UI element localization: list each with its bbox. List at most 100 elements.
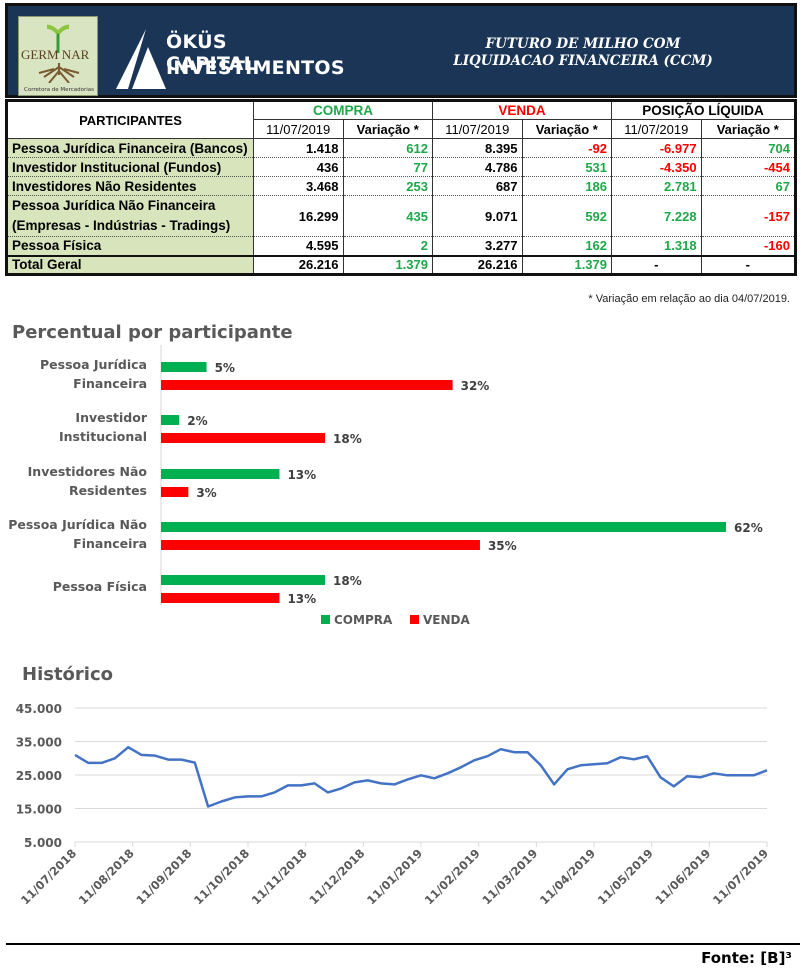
subheader-variacao: Variação * [342,119,433,139]
participant-name-line2: (Empresas - Indústrias - Tradings) [12,218,231,233]
cell-value: 3.468 [252,176,344,196]
okus-brand: ÖKÜS CAPITAL INVESTIMENTOS [116,21,345,91]
title-line1: FUTURO DE MILHO COM [485,36,681,52]
participant-name: Total Geral [6,255,254,275]
cell-variacao: 1.379 [521,255,613,275]
bar-venda [161,433,326,443]
cell-value: 1.318 [611,236,702,256]
roots-icon [38,63,80,83]
participant-name-line1: Pessoa Jurídica Não Financeira [12,198,216,213]
group-venda: VENDA [431,100,613,120]
category-label: Institucional [59,429,147,444]
cell-value: 26.216 [252,255,344,275]
participant-name: Pessoa Física [6,236,254,256]
table-row: Investidores Não Residentes 3.468 253 687 18… [6,176,797,196]
cell-variacao: 592 [521,195,613,237]
category-label: Pessoa Jurídica Não [8,517,147,532]
bar-compra [161,522,726,532]
participant-name: Investidor Institucional (Fundos) [6,157,254,177]
legend-venda-label: VENDA [423,613,470,627]
category-label: Pessoa Jurídica [40,357,147,372]
x-tick-label: 11/02/2019 [422,846,483,907]
category-label: Financeira [73,376,147,391]
table-row: Total Geral 26.216 1.379 26.216 1.379- - [6,255,797,275]
cell-variacao: - [700,255,797,275]
cell-value: 16.299 [252,195,344,237]
bar-chart-title: Percentual por participante [12,322,293,343]
history-series-line [74,745,768,808]
line-chart-title: Histórico [22,664,114,685]
y-tick-label: 45.000 [16,702,62,716]
logo-subtitle: Corretora de Mercadorias [24,87,94,93]
cell-variacao: 435 [342,195,433,237]
cell-value: 3.277 [431,236,523,256]
cell-value: 7.228 [611,195,702,237]
subheader-date: 11/07/2019 [431,119,523,139]
participant-name-line1: Pessoa Jurídica Financeira (Bancos) [12,140,248,156]
bar-venda [161,593,280,603]
cell-variacao: -454 [700,157,797,177]
cell-variacao: 704 [700,138,797,158]
bar-compra [161,469,280,479]
group-compra: COMPRA [252,100,433,120]
bar-data-label: 3% [196,486,216,500]
table-row: Pessoa Jurídica Financeira (Bancos) 1.418… [6,138,797,158]
table-row: Pessoa Jurídica Não Financeira (Empresas … [6,195,797,237]
group-posicao-liquida: POSIÇÃO LÍQUIDA [611,100,796,120]
percent-bar-chart: Pessoa Jurídica Financeira 5% 32% Investidor… [8,345,763,627]
bar-data-label: 35% [488,539,517,553]
triangle-logo-icon [116,29,166,89]
subheader-variacao: Variação * [700,119,797,139]
footer-divider [6,943,800,945]
cell-variacao: 253 [342,176,433,196]
cell-variacao: -157 [700,195,797,237]
x-tick-label: 11/07/2018 [18,846,79,907]
cell-value: - [611,255,702,275]
cell-value: -6.977 [611,138,702,158]
table-row: Investidor Institucional (Fundos) 436 77 4.… [6,157,797,177]
subheader-date: 11/07/2019 [611,119,702,139]
legend-venda-swatch [410,615,419,624]
cell-variacao: 2 [342,236,433,256]
bar-data-label: 13% [287,592,316,606]
x-tick-label: 11/03/2019 [479,846,540,907]
participant-name-line1: Pessoa Física [12,238,102,254]
category-label: Investidor [75,410,147,425]
cell-value: 4.786 [431,157,523,177]
bar-data-label: 18% [333,432,362,446]
participant-name-line1: Investidores Não Residentes [12,178,197,194]
brand-line1: ÖKÜS CAPITAL [166,31,257,75]
cell-value: 436 [252,157,344,177]
bar-data-label: 13% [287,468,316,482]
table-row: Pessoa Física 4.595 2 3.277 162 1.318 -160 [6,236,797,256]
x-tick-label: 11/08/2018 [76,846,137,907]
legend-compra-label: COMPRA [334,613,393,627]
logo-text: GERM NAR [21,47,90,62]
bar-compra [161,415,180,425]
participant-name-line1: Investidor Institucional (Fundos) [12,159,222,175]
cell-value: 2.781 [611,176,702,196]
cell-variacao: 77 [342,157,433,177]
participant-name: Pessoa Jurídica Não Financeira (Empresas … [6,195,254,237]
cell-value: 9.071 [431,195,523,237]
cell-value: -4.350 [611,157,702,177]
x-tick-label: 11/04/2019 [537,846,598,907]
y-tick-label: 35.000 [16,736,62,750]
bar-data-label: 18% [333,574,362,588]
sub-header-row: 11/07/2019 Variação * 11/07/2019 Variaçã… [7,119,797,139]
x-tick-label: 11/07/2019 [710,846,771,907]
cell-value: 8.395 [431,138,523,158]
cell-variacao: 1.379 [342,255,433,275]
cell-value: 4.595 [252,236,344,256]
cell-variacao: 67 [700,176,797,196]
x-tick-label: 11/10/2018 [191,846,252,907]
cell-value: 687 [431,176,523,196]
table-footnote: * Variação em relação ao dia 04/07/2019. [588,293,790,305]
title-line2: LIQUIDACAO FINANCEIRA (CCM) [453,53,713,69]
cell-value: 1.418 [252,138,344,158]
participant-name-line1: Total Geral [12,257,82,273]
category-label: Financeira [73,536,147,551]
x-tick-label: 11/01/2019 [364,846,425,907]
cell-variacao: 186 [521,176,613,196]
y-tick-label: 15.000 [16,803,62,817]
